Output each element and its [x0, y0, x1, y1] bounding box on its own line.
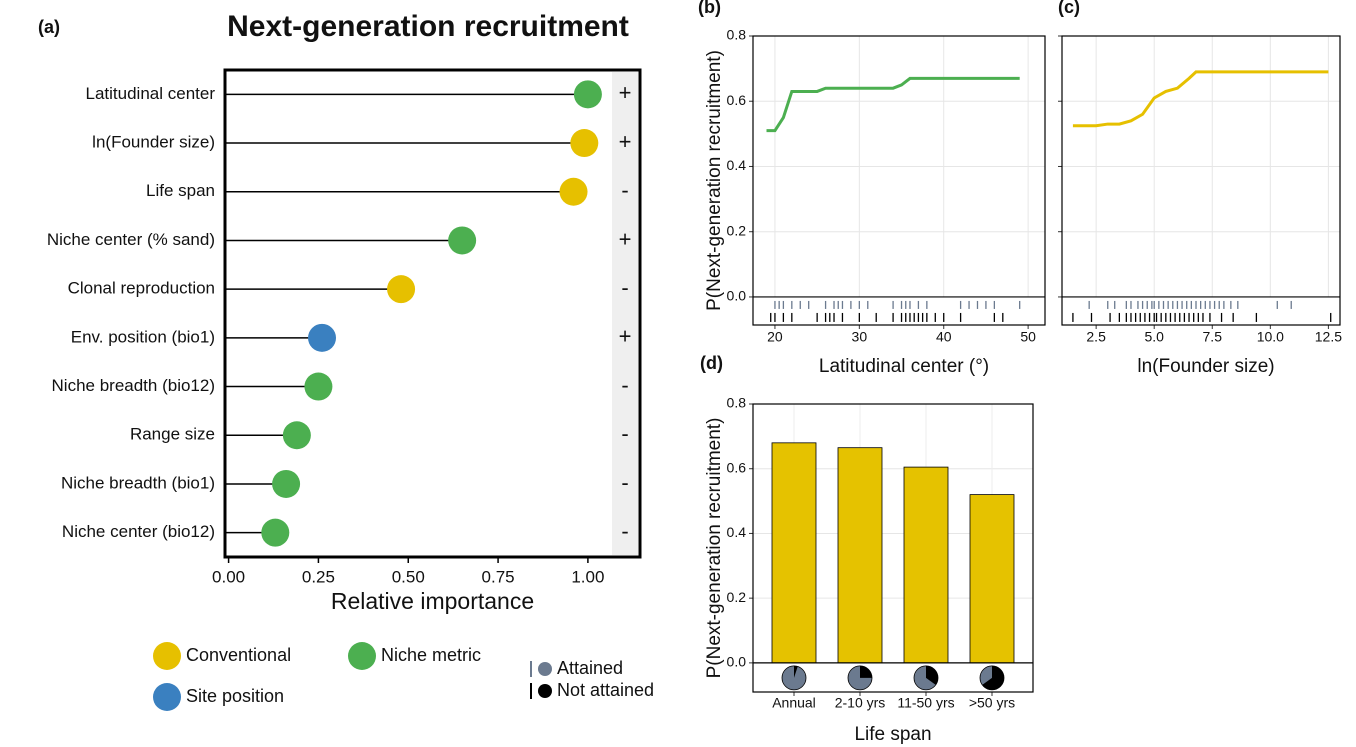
x-tick-label: Annual — [772, 695, 816, 711]
x-tick-label: 2.5 — [1086, 329, 1106, 345]
pie-not-attained — [860, 665, 872, 678]
x-tick-label: 40 — [936, 329, 952, 345]
x-axis-label: ln(Founder size) — [1137, 356, 1274, 377]
sign: + — [619, 226, 632, 251]
x-axis-label: Life span — [854, 724, 931, 745]
x-tick-label: >50 yrs — [969, 695, 1015, 711]
y-tick-label: 0.8 — [727, 395, 747, 411]
x-tick-label: 1.00 — [571, 567, 604, 586]
y-tick-label: 0.8 — [727, 27, 747, 43]
x-tick-label: 0.00 — [212, 567, 245, 586]
category-label: Niche center (bio12) — [62, 522, 215, 541]
legend-swatch — [153, 683, 181, 711]
bar — [903, 466, 949, 664]
point — [304, 372, 333, 401]
y-tick-label: 0.4 — [727, 524, 747, 540]
point — [261, 518, 290, 547]
pie-not-attained — [982, 665, 1005, 690]
sign: - — [621, 421, 628, 446]
pie-not-attained — [794, 665, 798, 678]
point — [387, 275, 416, 304]
line — [1072, 70, 1329, 128]
sign: + — [619, 80, 632, 105]
category-label: Life span — [146, 181, 215, 200]
y-axis-label: P(Next-generation recruitment) — [704, 418, 725, 679]
sign: - — [621, 372, 628, 397]
x-tick-label: 0.50 — [392, 567, 425, 586]
point — [570, 129, 599, 158]
rug-legend-dot — [538, 684, 552, 698]
bar — [771, 442, 817, 664]
plot-frame — [1061, 35, 1341, 326]
sign: + — [619, 324, 632, 349]
y-tick-label: 0.4 — [727, 157, 747, 173]
plot-frame — [752, 403, 1034, 693]
y-tick-label: 0.2 — [727, 589, 747, 605]
x-axis-label: Relative importance — [331, 588, 534, 614]
sign-column — [612, 72, 638, 555]
panel-label: (a) — [38, 17, 60, 37]
sign: - — [621, 470, 628, 495]
category-label: Range size — [130, 425, 215, 444]
bar — [837, 447, 883, 664]
x-tick-label: 5.0 — [1144, 329, 1164, 345]
x-tick-label: 2-10 yrs — [835, 695, 886, 711]
plot-frame — [223, 68, 642, 559]
x-tick-label: 0.75 — [482, 567, 515, 586]
y-tick-label: 0.6 — [727, 459, 747, 475]
x-tick-label: 7.5 — [1203, 329, 1223, 345]
rug-legend-dot — [538, 662, 552, 676]
y-tick-label: 0.2 — [727, 222, 747, 238]
y-axis-label: P(Next-generation recruitment) — [704, 50, 725, 311]
category-label: Latitudinal center — [86, 84, 216, 103]
category-label: Niche center (% sand) — [47, 230, 215, 249]
x-tick-label: 12.5 — [1315, 329, 1342, 345]
x-tick-label: 10.0 — [1257, 329, 1284, 345]
category-label: Niche breadth (bio12) — [52, 376, 215, 395]
point — [308, 323, 337, 352]
category-label: ln(Founder size) — [92, 133, 215, 152]
point — [573, 80, 602, 109]
sign: - — [621, 518, 628, 543]
y-tick-label: 0.0 — [727, 654, 747, 670]
y-tick-label: 0.0 — [727, 288, 747, 304]
legend-label: Conventional — [186, 645, 291, 665]
sign: + — [619, 129, 632, 154]
x-tick-label: 50 — [1020, 329, 1036, 345]
rug-legend-label: Not attained — [557, 680, 654, 700]
category-label: Niche breadth (bio1) — [61, 473, 215, 492]
plot-frame — [752, 35, 1046, 326]
sign: - — [621, 275, 628, 300]
x-tick-label: 20 — [767, 329, 783, 345]
legend-label: Site position — [186, 686, 284, 706]
x-tick-label: 0.25 — [302, 567, 335, 586]
category-label: Clonal reproduction — [68, 279, 215, 298]
chart-title: Next-generation recruitment — [227, 10, 629, 43]
legend-label: Niche metric — [381, 645, 481, 665]
y-tick-label: 0.6 — [727, 92, 747, 108]
panel-label: (b) — [698, 0, 721, 17]
panel-label: (d) — [700, 353, 723, 373]
point — [282, 421, 311, 450]
legend-swatch — [153, 642, 181, 670]
category-label: Env. position (bio1) — [71, 327, 215, 346]
point — [272, 469, 301, 498]
rug-legend-label: Attained — [557, 658, 623, 678]
point — [448, 226, 477, 255]
panel-label: (c) — [1058, 0, 1080, 17]
x-axis-label: Latitudinal center (°) — [819, 356, 989, 377]
legend-swatch — [348, 642, 376, 670]
point — [559, 177, 588, 206]
x-tick-label: 30 — [852, 329, 868, 345]
sign: - — [621, 178, 628, 203]
bar — [969, 494, 1015, 664]
line — [766, 76, 1020, 133]
pie-not-attained — [926, 665, 938, 685]
x-tick-label: 11-50 yrs — [897, 695, 954, 711]
